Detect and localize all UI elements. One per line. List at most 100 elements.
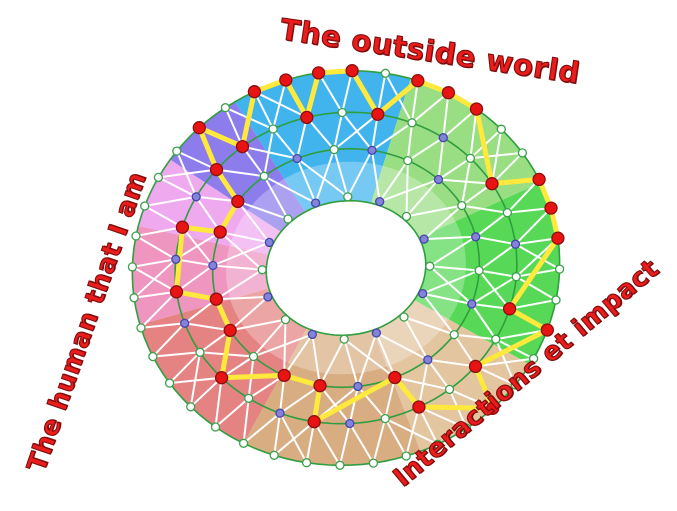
ring-node[interactable] <box>164 378 175 388</box>
ring-node[interactable] <box>401 451 411 461</box>
ring-node[interactable] <box>153 172 164 183</box>
ring-node[interactable] <box>461 423 472 433</box>
path-node[interactable] <box>214 371 229 385</box>
ring-node[interactable] <box>195 347 205 357</box>
path-node[interactable] <box>277 368 291 383</box>
path-node[interactable] <box>213 225 227 239</box>
ring-node[interactable] <box>140 201 150 211</box>
sector-light-tan[interactable] <box>372 300 530 452</box>
ring-node[interactable] <box>496 124 506 134</box>
ring-node[interactable] <box>375 196 385 207</box>
ring-node[interactable] <box>457 200 467 211</box>
path-node[interactable] <box>411 74 425 88</box>
ring-node[interactable] <box>275 408 285 418</box>
ring-node[interactable] <box>263 292 273 302</box>
path-node[interactable] <box>209 162 224 177</box>
ring-node[interactable] <box>432 439 443 449</box>
path-node[interactable] <box>307 415 321 429</box>
ring-node[interactable] <box>244 393 254 403</box>
ring-node[interactable] <box>510 239 521 249</box>
path-node[interactable] <box>532 172 546 187</box>
ring-node[interactable] <box>337 107 347 118</box>
ring-node[interactable] <box>380 413 390 424</box>
path-node[interactable] <box>441 86 456 100</box>
ring-node[interactable] <box>433 174 444 185</box>
path-node[interactable] <box>469 102 484 116</box>
ring-node[interactable] <box>438 133 448 143</box>
ring-node[interactable] <box>471 232 481 242</box>
ring-node[interactable] <box>191 192 201 202</box>
path-node[interactable] <box>313 379 327 393</box>
path-node[interactable] <box>412 400 426 414</box>
ring-node[interactable] <box>449 329 459 340</box>
path-node[interactable] <box>209 292 223 306</box>
path-node[interactable] <box>388 370 402 385</box>
path-node[interactable] <box>175 220 190 234</box>
ring-node[interactable] <box>220 103 231 113</box>
path-node[interactable] <box>247 85 262 99</box>
path-node[interactable] <box>169 285 184 299</box>
path-node[interactable] <box>486 401 500 415</box>
ring-node[interactable] <box>131 231 141 241</box>
ring-node[interactable] <box>425 261 435 271</box>
ring-node[interactable] <box>257 265 267 275</box>
ring-node[interactable] <box>353 381 363 392</box>
ring-node[interactable] <box>444 384 455 395</box>
ring-node[interactable] <box>511 272 521 282</box>
ring-node[interactable] <box>329 144 339 155</box>
path-node[interactable] <box>223 323 237 338</box>
path-node[interactable] <box>345 64 359 78</box>
ring-node[interactable] <box>368 458 379 468</box>
path-node[interactable] <box>544 201 558 215</box>
path-node[interactable] <box>231 194 245 209</box>
path-node[interactable] <box>279 73 293 87</box>
sector-orchid[interactable] <box>138 159 281 255</box>
ring-node[interactable] <box>467 299 477 309</box>
ring-node[interactable] <box>180 318 190 328</box>
ring-node[interactable] <box>502 208 512 218</box>
ring-node[interactable] <box>269 450 279 460</box>
ring-node[interactable] <box>418 288 428 299</box>
ring-node[interactable] <box>345 418 355 429</box>
path-node[interactable] <box>235 139 250 154</box>
path-node[interactable] <box>485 177 499 191</box>
ring-node[interactable] <box>401 211 412 222</box>
ring-node[interactable] <box>171 254 181 264</box>
ring-node[interactable] <box>380 68 391 78</box>
ring-node[interactable] <box>307 329 317 340</box>
ring-node[interactable] <box>465 153 476 163</box>
ring-node[interactable] <box>371 328 382 338</box>
ring-node[interactable] <box>510 380 520 390</box>
ring-node[interactable] <box>399 312 409 322</box>
ring-node[interactable] <box>248 351 259 362</box>
ring-node[interactable] <box>208 260 218 271</box>
path-node[interactable] <box>300 110 314 125</box>
ring-node[interactable] <box>419 234 429 244</box>
path-node[interactable] <box>192 121 206 135</box>
ring-node[interactable] <box>528 353 539 364</box>
path-node[interactable] <box>371 107 385 121</box>
ring-node[interactable] <box>259 171 269 181</box>
ring-node[interactable] <box>403 155 413 166</box>
ring-node[interactable] <box>136 323 146 333</box>
ring-node[interactable] <box>310 198 321 208</box>
ring-node[interactable] <box>268 124 278 134</box>
path-node[interactable] <box>502 302 517 316</box>
ring-node[interactable] <box>551 295 561 305</box>
ring-node[interactable] <box>186 402 196 412</box>
ring-node[interactable] <box>301 458 312 468</box>
ring-node[interactable] <box>283 214 293 224</box>
ring-node[interactable] <box>210 422 221 432</box>
ring-node[interactable] <box>407 118 417 128</box>
ring-node[interactable] <box>423 355 433 365</box>
path-node[interactable] <box>468 359 483 374</box>
ring-node[interactable] <box>148 351 158 362</box>
ring-node[interactable] <box>264 237 274 248</box>
ring-node[interactable] <box>517 148 528 158</box>
ring-node[interactable] <box>491 334 501 344</box>
ring-node[interactable] <box>339 334 349 344</box>
ring-node[interactable] <box>554 264 565 274</box>
ring-node[interactable] <box>238 438 249 448</box>
path-node[interactable] <box>540 323 554 337</box>
ring-node[interactable] <box>280 314 291 325</box>
